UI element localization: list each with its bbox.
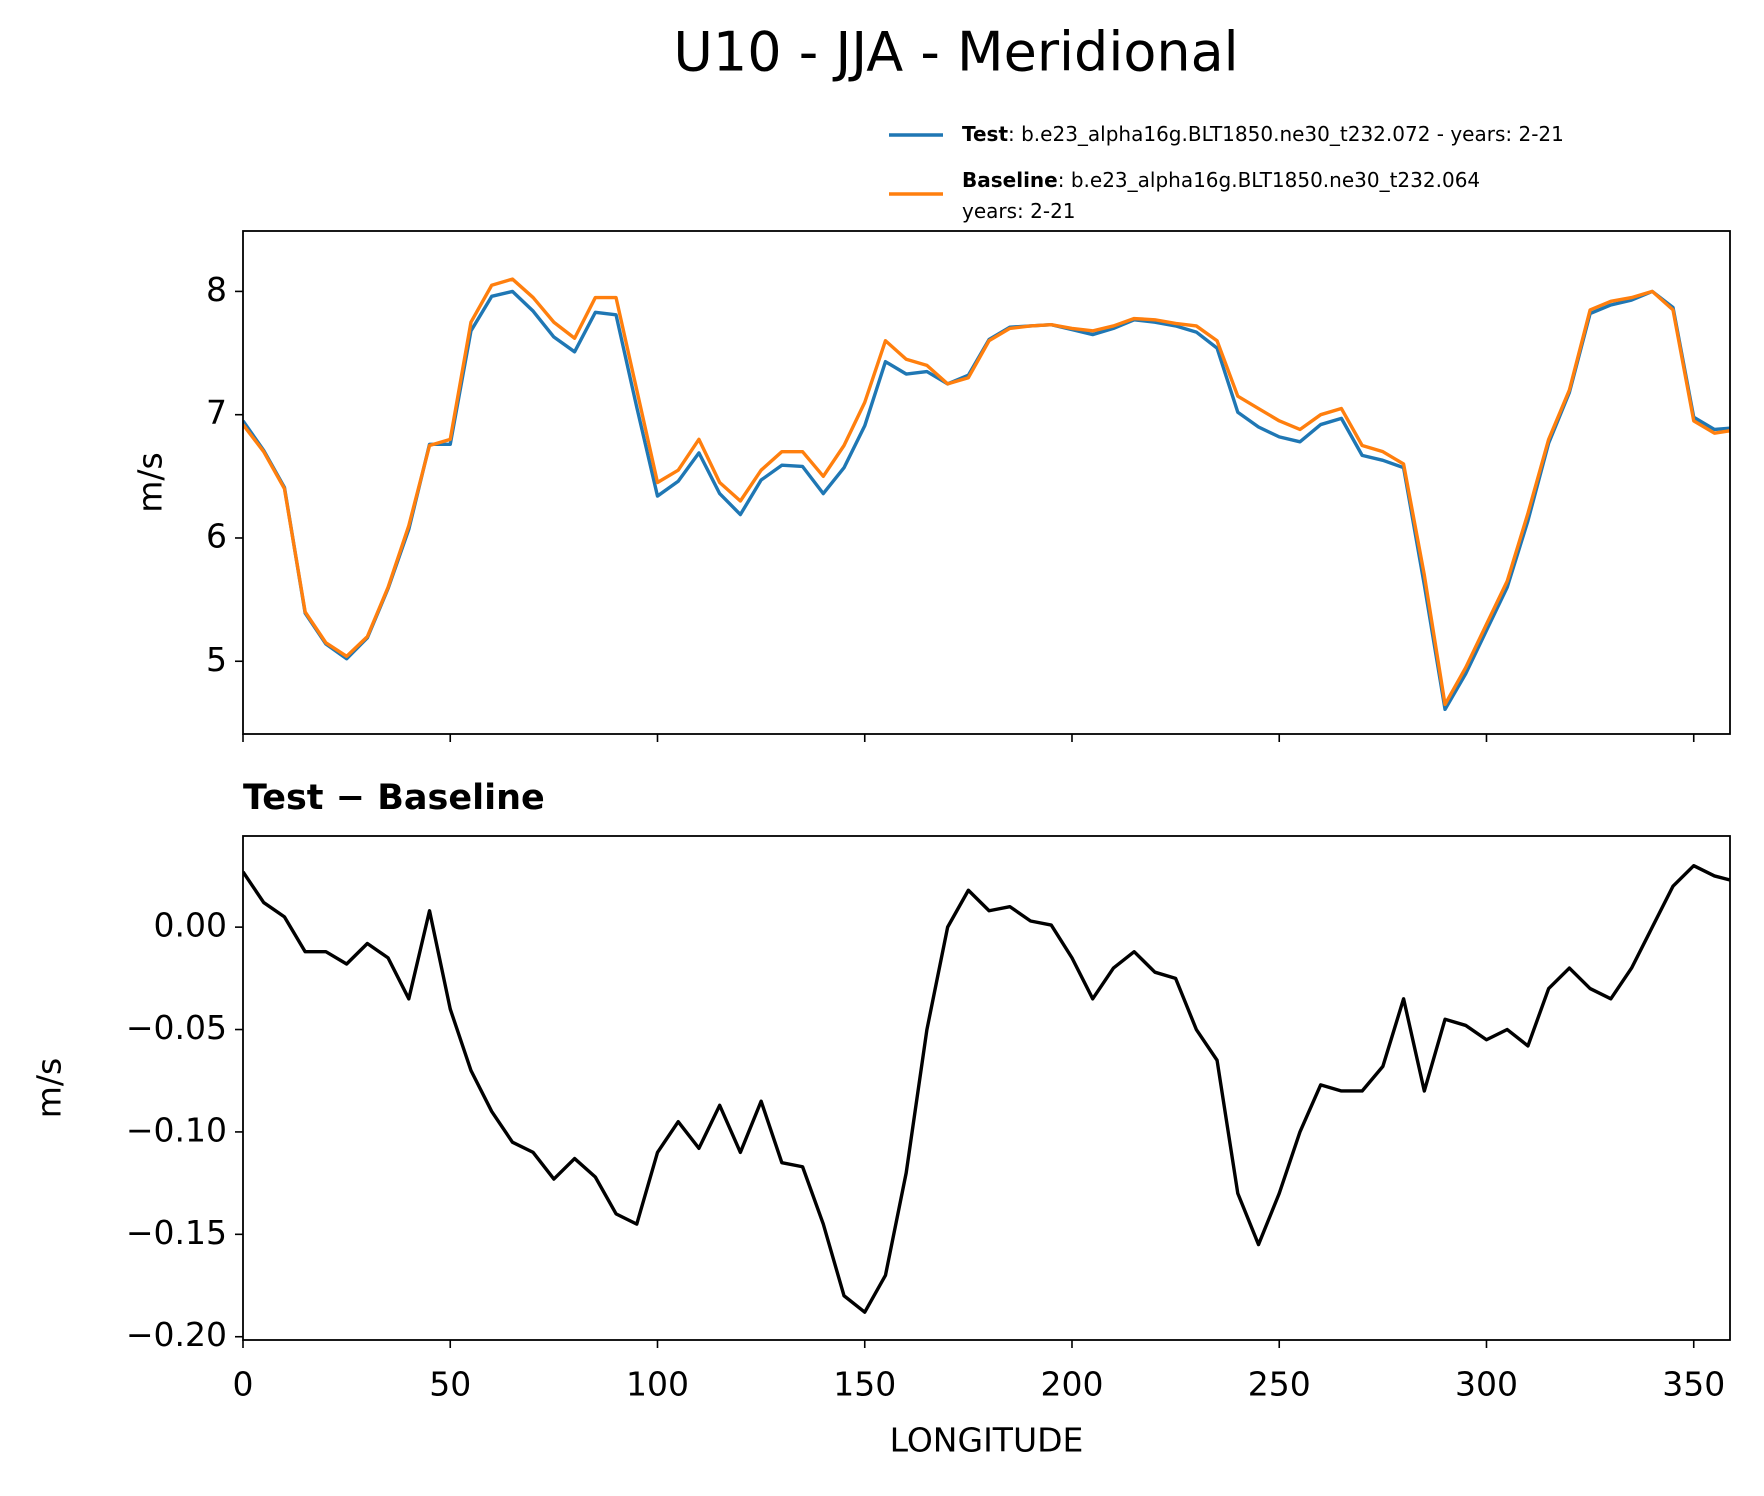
- legend-entry: Test: b.e23_alpha16g.BLT1850.ne30_t232.0…: [962, 122, 1564, 146]
- x-tick-label: 150: [833, 1365, 896, 1404]
- y-tick-label: 6: [206, 516, 227, 555]
- legend-name: Baseline: [962, 168, 1058, 192]
- y-axis-label: m/s: [131, 452, 170, 512]
- x-tick-label: 200: [1040, 1365, 1103, 1404]
- x-tick-label: 50: [429, 1365, 471, 1404]
- x-tick-label: 100: [626, 1365, 689, 1404]
- y-tick-label: 7: [206, 393, 227, 432]
- legend-description: years: 2-21: [962, 199, 1076, 223]
- y-axis-label: m/s: [30, 1058, 69, 1118]
- data-line: [243, 277, 1730, 707]
- x-tick-label: 250: [1248, 1365, 1311, 1404]
- y-tick-label: −0.10: [126, 1110, 227, 1149]
- x-tick-label: 0: [233, 1365, 254, 1404]
- legend-name: Test: [962, 122, 1008, 146]
- plot-area: [243, 864, 1730, 1314]
- panel-title: Test − Baseline: [243, 778, 545, 818]
- y-tick-label: −0.15: [126, 1213, 227, 1252]
- plot-frame: [242, 835, 1731, 1341]
- figure-title: U10 - JJA - Meridional: [673, 21, 1238, 84]
- y-tick-label: 0.00: [154, 906, 227, 945]
- y-tick-label: −0.20: [126, 1315, 227, 1354]
- y-tick-label: −0.05: [126, 1008, 227, 1047]
- x-tick-label: 300: [1455, 1365, 1518, 1404]
- legend-entry: Baseline: b.e23_alpha16g.BLT1850.ne30_t2…: [962, 168, 1480, 223]
- legend-description: : b.e23_alpha16g.BLT1850.ne30_t232.064: [1058, 168, 1480, 192]
- x-axis-label: LONGITUDE: [890, 1421, 1084, 1460]
- plot-frame: [242, 230, 1731, 735]
- x-tick-label: 350: [1662, 1365, 1725, 1404]
- legend-description: : b.e23_alpha16g.BLT1850.ne30_t232.072 -…: [1008, 122, 1564, 146]
- plot-area: [243, 277, 1730, 712]
- data-line: [243, 864, 1730, 1314]
- y-tick-label: 5: [206, 640, 227, 679]
- y-tick-label: 8: [206, 270, 227, 309]
